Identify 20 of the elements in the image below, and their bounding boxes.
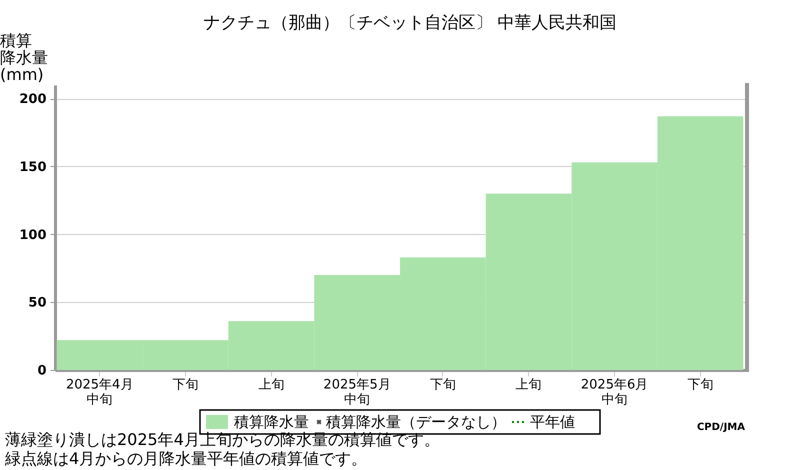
x-tick-label: 2025年4月中旬 — [66, 378, 134, 408]
legend-label: 平年値 — [530, 413, 575, 431]
x-tick-label: 上旬 — [516, 378, 542, 392]
legend-label: 積算降水量 — [234, 413, 309, 431]
x-tick-label: 2025年6月中旬 — [580, 378, 648, 408]
y-axis-title: 積算降水量(mm) — [0, 31, 48, 84]
x-tick-label: 上旬 — [258, 378, 284, 392]
x-tick-label: 下旬 — [687, 378, 714, 392]
y-tick-label: 50 — [28, 296, 46, 311]
y-tick-label: 100 — [19, 228, 46, 243]
x-tick-label: 下旬 — [172, 378, 198, 392]
text: 緑点線は4月からの月降水量平年値の積算値です。 — [4, 449, 368, 468]
x-tick-label: 下旬 — [430, 378, 456, 392]
chart-title: ナクチュ（那曲）〔チベット自治区〕 中華人民共和国 — [203, 13, 617, 33]
text: CPD/JMA — [696, 422, 746, 433]
legend-label: 積算降水量（データなし） — [326, 413, 506, 431]
y-tick-label: 0 — [37, 364, 46, 378]
y-tick-label: 150 — [19, 160, 46, 175]
x-tick-label: 2025年5月中旬 — [323, 378, 391, 408]
y-tick-label: 200 — [19, 92, 46, 108]
